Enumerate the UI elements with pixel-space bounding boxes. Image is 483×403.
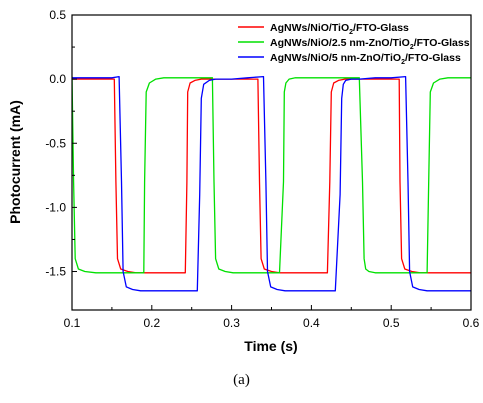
y-tick-label: 0.0	[49, 72, 66, 86]
photocurrent-chart: 0.1 0.2 0.3 0.4 0.5 0.6 0.5 0.0 -0.5 -1.0 -1.5 Ti…	[7, 8, 480, 354]
x-tick-label: 0.5	[383, 316, 400, 330]
series-line-3	[72, 75, 471, 292]
y-axis-label: Photocurrent (mA)	[7, 100, 23, 224]
y-axis-ticks: 0.5 0.0 -0.5 -1.0 -1.5	[45, 8, 77, 279]
y-tick-label: -0.5	[45, 136, 66, 150]
x-axis-label: Time (s)	[244, 338, 297, 354]
x-tick-label: 0.4	[303, 316, 320, 330]
x-tick-label: 0.3	[223, 316, 240, 330]
y-tick-label: -1.0	[45, 200, 66, 214]
figure-caption: (a)	[233, 372, 250, 388]
series-line-2	[72, 76, 471, 274]
y-tick-label: -1.5	[45, 265, 66, 279]
x-axis-ticks: 0.1 0.2 0.3 0.4 0.5 0.6	[64, 305, 480, 330]
series-line-1	[72, 78, 471, 274]
legend-label-2: AgNWs/NiO/2.5 nm-ZnO/TiO2/FTO-Glass	[270, 37, 470, 51]
y-tick-label: 0.5	[49, 8, 66, 22]
series-group	[72, 75, 471, 292]
x-tick-label: 0.6	[463, 316, 480, 330]
x-tick-label: 0.1	[64, 316, 81, 330]
legend-label-1: AgNWs/NiO/TiO2/FTO-Glass	[270, 22, 409, 36]
x-tick-label: 0.2	[143, 316, 160, 330]
legend-label-3: AgNWs/NiO/5 nm-ZnO/TiO2/FTO-Glass	[270, 52, 461, 66]
